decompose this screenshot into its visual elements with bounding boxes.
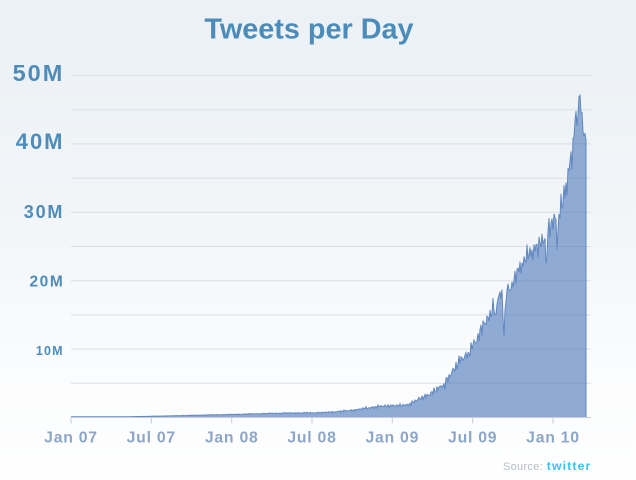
svg-text:50M: 50M (13, 60, 65, 86)
svg-text:Jan 10: Jan 10 (526, 429, 580, 446)
svg-text:twitter: twitter (547, 459, 592, 473)
svg-text:10M: 10M (36, 344, 64, 358)
svg-text:40M: 40M (16, 129, 65, 154)
svg-text:Jan 07: Jan 07 (44, 429, 98, 446)
svg-text:30M: 30M (24, 202, 64, 222)
svg-text:20M: 20M (29, 274, 64, 291)
svg-text:Tweets per Day: Tweets per Day (204, 13, 413, 45)
svg-text:Jul 07: Jul 07 (127, 429, 176, 446)
svg-text:Source:: Source: (503, 461, 543, 473)
svg-text:Jan 08: Jan 08 (205, 429, 259, 446)
svg-text:Jan 09: Jan 09 (365, 429, 419, 446)
svg-text:Jul 08: Jul 08 (287, 429, 336, 446)
svg-text:Jul 09: Jul 09 (448, 429, 497, 446)
